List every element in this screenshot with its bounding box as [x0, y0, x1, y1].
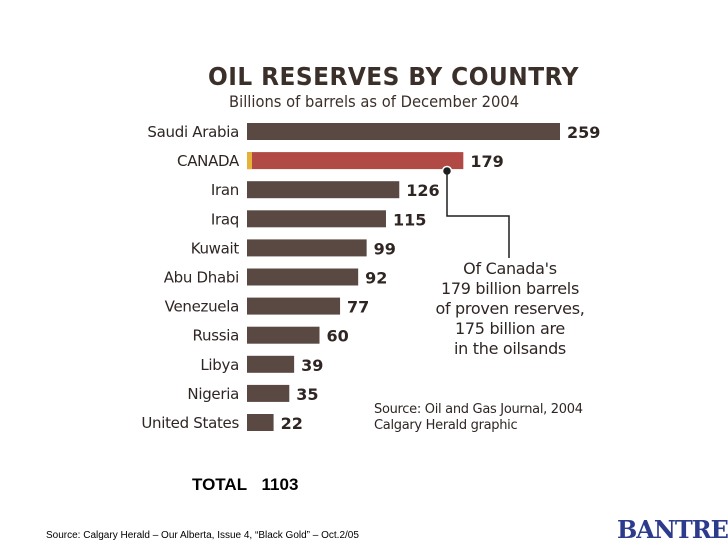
bantrel-logo: BANTREL — [617, 515, 728, 544]
annotation-leader — [446, 171, 510, 258]
chart-panel — [140, 58, 610, 440]
category-label: Kuwait — [191, 239, 240, 257]
annotation-line: of proven reserves, — [435, 299, 584, 318]
category-label: Russia — [193, 327, 239, 345]
annotation-line: Of Canada's — [463, 259, 557, 278]
bar-russia — [247, 326, 320, 344]
bar-venezuela — [247, 297, 341, 315]
annotation-line: 179 billion barrels — [441, 279, 579, 298]
value-label: 259 — [567, 123, 600, 142]
category-label: Libya — [200, 356, 239, 374]
bar-united-states — [247, 414, 274, 431]
category-label: Venezuela — [165, 298, 239, 316]
category-label: CANADA — [177, 152, 240, 170]
value-label: 126 — [406, 181, 439, 200]
chart-title: OIL RESERVES BY COUNTRY — [208, 62, 579, 91]
value-label: 115 — [393, 210, 426, 229]
annotation-line: in the oilsands — [454, 339, 566, 358]
category-label: Saudi Arabia — [147, 123, 239, 141]
bar-libya — [247, 355, 295, 373]
value-label: 35 — [296, 385, 318, 404]
bar-nigeria — [247, 384, 290, 402]
bar-iraq — [247, 210, 386, 228]
value-label: 92 — [365, 269, 387, 288]
category-label: Nigeria — [187, 385, 239, 403]
total-line: TOTAL 1103 — [192, 475, 298, 495]
category-label: Iran — [211, 181, 239, 199]
logo-text: BANTREL — [617, 515, 728, 544]
category-label: Iraq — [211, 210, 239, 228]
bar-kuwait — [247, 239, 367, 257]
bar-canada — [247, 152, 464, 170]
value-label: 77 — [347, 298, 369, 317]
chart-credit: Calgary Herald graphic — [374, 418, 517, 433]
value-label: 99 — [374, 239, 396, 258]
footer-source: Source: Calgary Herald – Our Alberta, Is… — [46, 530, 359, 541]
category-label: Abu Dhabi — [164, 269, 239, 287]
value-label: 179 — [470, 152, 503, 171]
value-label: 22 — [281, 414, 303, 433]
annotation-line: 175 billion are — [455, 319, 565, 338]
chart-subtitle: Billions of barrels as of December 2004 — [229, 92, 520, 111]
total-value: 1103 — [261, 475, 299, 494]
highlight-cap — [247, 152, 252, 170]
value-label: 60 — [327, 327, 349, 346]
value-label: 39 — [301, 356, 323, 375]
bar-abu-dhabi — [247, 268, 359, 286]
chart-source: Source: Oil and Gas Journal, 2004 — [374, 402, 583, 417]
bar-saudi-arabia — [247, 123, 561, 140]
category-label: United States — [141, 414, 239, 432]
bar-iran — [247, 181, 400, 199]
total-label: TOTAL — [192, 475, 247, 494]
